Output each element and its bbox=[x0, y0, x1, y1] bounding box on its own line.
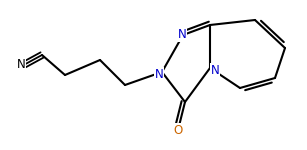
Text: N: N bbox=[17, 58, 25, 72]
Text: N: N bbox=[155, 68, 163, 81]
Text: N: N bbox=[211, 63, 220, 76]
Text: N: N bbox=[178, 28, 186, 42]
Text: O: O bbox=[173, 123, 183, 136]
